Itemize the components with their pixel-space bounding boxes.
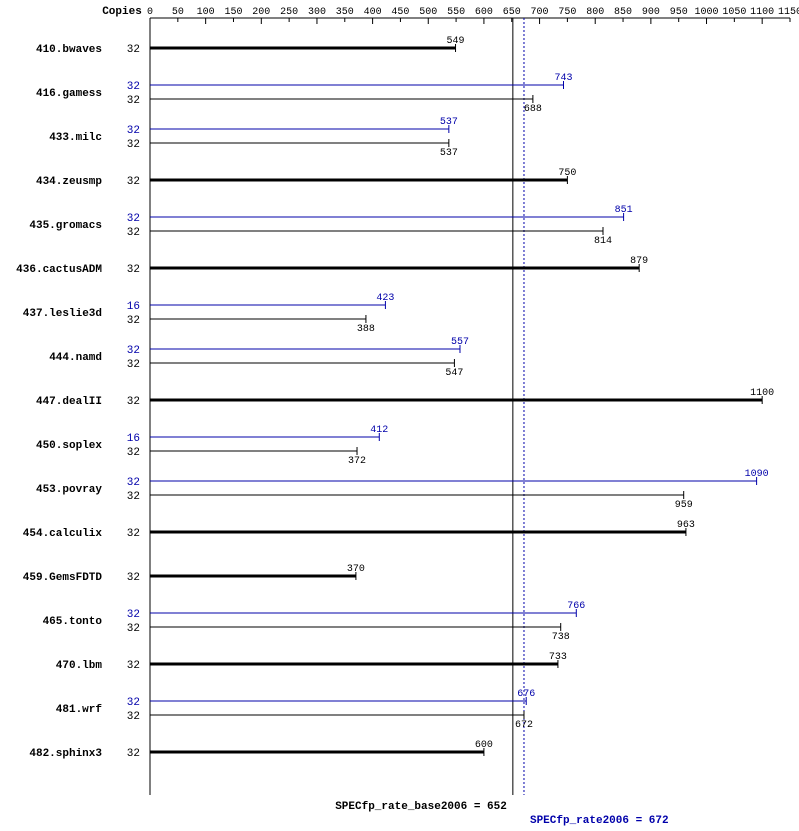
base-copies: 32: [127, 95, 140, 107]
svg-text:350: 350: [336, 7, 354, 18]
base-value: 688: [524, 104, 542, 115]
base-value: 1100: [750, 388, 774, 399]
svg-text:450: 450: [391, 7, 409, 18]
svg-text:250: 250: [280, 7, 298, 18]
base-value: 547: [445, 368, 463, 379]
base-copies: 32: [127, 623, 140, 635]
base-copies: 32: [127, 528, 140, 540]
peak-value: 412: [370, 425, 388, 436]
svg-text:1000: 1000: [695, 7, 719, 18]
benchmark-name: 435.gromacs: [29, 220, 102, 232]
base-value: 963: [677, 520, 695, 531]
svg-text:650: 650: [503, 7, 521, 18]
base-value: 959: [675, 500, 693, 511]
benchmark-name: 434.zeusmp: [36, 176, 102, 188]
svg-text:1100: 1100: [750, 7, 774, 18]
base-copies: 32: [127, 315, 140, 327]
base-value: 672: [515, 720, 533, 731]
peak-value: 537: [440, 117, 458, 128]
base-copies: 32: [127, 572, 140, 584]
peak-copies: 32: [127, 609, 140, 621]
svg-text:500: 500: [419, 7, 437, 18]
benchmark-name: 447.dealII: [36, 396, 102, 408]
peak-value: 743: [554, 73, 572, 84]
peak-value: 676: [517, 689, 535, 700]
peak-copies: 32: [127, 125, 140, 137]
svg-text:750: 750: [558, 7, 576, 18]
svg-text:700: 700: [531, 7, 549, 18]
base-copies: 32: [127, 176, 140, 188]
base-value: 750: [558, 168, 576, 179]
peak-copies: 32: [127, 477, 140, 489]
base-copies: 32: [127, 711, 140, 723]
svg-text:1150: 1150: [778, 7, 799, 18]
base-value: 388: [357, 324, 375, 335]
benchmark-name: 453.povray: [36, 484, 102, 496]
peak-value: 557: [451, 337, 469, 348]
base-copies: 32: [127, 139, 140, 151]
svg-text:300: 300: [308, 7, 326, 18]
svg-text:800: 800: [586, 7, 604, 18]
spec-chart: 0 50 100 150 200 250 300 350 400 450 500 550 600 650 7…: [0, 0, 799, 831]
svg-text:900: 900: [642, 7, 660, 18]
peak-copies: 16: [127, 433, 140, 445]
base-copies: 32: [127, 660, 140, 672]
svg-text:0: 0: [147, 7, 153, 18]
ref-label-peak: SPECfp_rate2006 = 672: [530, 815, 669, 827]
base-copies: 32: [127, 44, 140, 56]
peak-copies: 32: [127, 213, 140, 225]
base-copies: 32: [127, 227, 140, 239]
benchmark-name: 470.lbm: [56, 660, 103, 672]
benchmark-name: 436.cactusADM: [16, 264, 102, 276]
benchmark-name: 465.tonto: [43, 616, 103, 628]
svg-text:50: 50: [172, 7, 184, 18]
base-value: 738: [552, 632, 570, 643]
svg-text:1050: 1050: [722, 7, 746, 18]
svg-text:600: 600: [475, 7, 493, 18]
ref-label-base: SPECfp_rate_base2006 = 652: [335, 801, 507, 813]
base-value: 370: [347, 564, 365, 575]
svg-text:200: 200: [252, 7, 270, 18]
svg-text:850: 850: [614, 7, 632, 18]
base-copies: 32: [127, 359, 140, 371]
benchmark-name: 482.sphinx3: [29, 748, 102, 760]
benchmark-name: 437.leslie3d: [23, 308, 102, 320]
benchmark-name: 410.bwaves: [36, 44, 102, 56]
base-value: 600: [475, 740, 493, 751]
svg-text:550: 550: [447, 7, 465, 18]
base-copies: 32: [127, 447, 140, 459]
peak-copies: 32: [127, 697, 140, 709]
base-copies: 32: [127, 748, 140, 760]
svg-text:100: 100: [197, 7, 215, 18]
peak-value: 423: [376, 293, 394, 304]
peak-value: 1090: [745, 469, 769, 480]
peak-copies: 32: [127, 81, 140, 93]
base-value: 733: [549, 652, 567, 663]
benchmark-name: 481.wrf: [56, 704, 103, 716]
base-value: 549: [447, 36, 465, 47]
benchmark-name: 433.milc: [49, 132, 102, 144]
benchmark-name: 450.soplex: [36, 440, 102, 452]
benchmark-name: 444.namd: [49, 352, 102, 364]
benchmark-name: 454.calculix: [23, 528, 103, 540]
base-copies: 32: [127, 491, 140, 503]
svg-text:950: 950: [670, 7, 688, 18]
peak-value: 851: [615, 205, 633, 216]
copies-header: Copies: [102, 6, 142, 18]
benchmark-name: 459.GemsFDTD: [23, 572, 103, 584]
base-copies: 32: [127, 396, 140, 408]
base-value: 814: [594, 236, 612, 247]
base-value: 879: [630, 256, 648, 267]
peak-copies: 16: [127, 301, 140, 313]
base-value: 372: [348, 456, 366, 467]
peak-copies: 32: [127, 345, 140, 357]
peak-value: 766: [567, 601, 585, 612]
base-value: 537: [440, 148, 458, 159]
svg-text:400: 400: [364, 7, 382, 18]
svg-text:150: 150: [224, 7, 242, 18]
base-copies: 32: [127, 264, 140, 276]
benchmark-name: 416.gamess: [36, 88, 102, 100]
